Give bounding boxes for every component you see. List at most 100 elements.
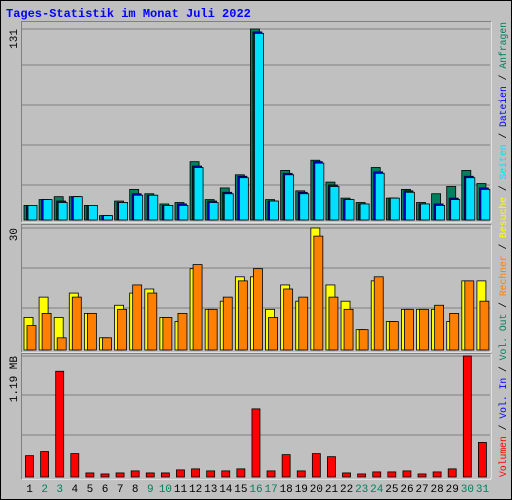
bar bbox=[26, 325, 37, 351]
bar bbox=[254, 32, 264, 221]
x-tick-label: 3 bbox=[56, 484, 63, 496]
y-tick-label: 1.19 MB bbox=[9, 356, 21, 403]
x-tick-label: 14 bbox=[219, 484, 233, 496]
bar bbox=[329, 186, 340, 221]
bar bbox=[296, 470, 306, 478]
bar bbox=[132, 284, 143, 351]
bar bbox=[56, 337, 67, 351]
bar bbox=[253, 268, 263, 351]
bar bbox=[447, 468, 457, 478]
bar bbox=[266, 470, 276, 478]
bar bbox=[25, 455, 34, 478]
bar bbox=[145, 472, 155, 478]
bar bbox=[87, 205, 98, 221]
x-tick-label: 1 bbox=[26, 484, 33, 496]
bar bbox=[449, 312, 460, 351]
bar bbox=[450, 199, 461, 221]
x-tick-label: 2 bbox=[41, 484, 48, 496]
bar bbox=[207, 308, 218, 351]
bar bbox=[328, 296, 339, 351]
x-tick-label: 5 bbox=[87, 484, 94, 496]
bar bbox=[236, 468, 246, 478]
bar bbox=[193, 167, 204, 221]
legend-separator: / bbox=[498, 185, 510, 191]
x-tick-label: 22 bbox=[340, 484, 353, 496]
y-tick-label: 30 bbox=[9, 228, 21, 241]
x-tick-label: 12 bbox=[189, 484, 202, 496]
x-tick-label: 24 bbox=[370, 484, 384, 496]
x-tick-label: 7 bbox=[117, 484, 124, 496]
x-tick-label: 29 bbox=[446, 484, 459, 496]
bar bbox=[478, 442, 487, 478]
bar bbox=[86, 312, 97, 351]
legend-entry: Vol. In bbox=[498, 378, 510, 419]
bar bbox=[251, 408, 261, 478]
x-tick-label: 18 bbox=[280, 484, 293, 496]
bar bbox=[342, 472, 351, 478]
bar bbox=[327, 456, 336, 478]
legend-separator: / bbox=[498, 424, 510, 430]
bar bbox=[102, 337, 112, 351]
bar bbox=[222, 296, 233, 351]
legend-entry: Vol. Out bbox=[498, 314, 510, 361]
bar bbox=[462, 355, 472, 478]
x-tick-label: 4 bbox=[72, 484, 79, 496]
bar bbox=[100, 473, 110, 478]
x-tick-label: 17 bbox=[264, 484, 277, 496]
bar bbox=[373, 276, 384, 351]
bar bbox=[115, 472, 125, 478]
x-tick-label: 27 bbox=[415, 484, 428, 496]
legend-separator: / bbox=[498, 366, 510, 372]
legend-separator: / bbox=[498, 133, 510, 139]
bar bbox=[192, 264, 203, 351]
x-tick-label: 10 bbox=[159, 484, 172, 496]
bar bbox=[206, 470, 216, 478]
bar bbox=[163, 205, 174, 221]
bar bbox=[374, 172, 385, 221]
bar bbox=[178, 205, 189, 221]
legend-entry: Seiten bbox=[498, 144, 510, 179]
legend-separator: / bbox=[498, 244, 510, 250]
x-tick-label: 31 bbox=[476, 484, 490, 496]
bar bbox=[387, 471, 397, 478]
legend-entry: Volumen bbox=[498, 436, 510, 477]
panel-bevel bbox=[22, 22, 492, 480]
bar bbox=[130, 470, 140, 478]
legend-entry: Anfragen bbox=[498, 22, 510, 69]
chart-title: Tages-Statistik im Monat Juli 2022 bbox=[6, 7, 251, 21]
bar bbox=[283, 288, 294, 351]
bar bbox=[71, 296, 82, 351]
bar bbox=[70, 453, 80, 478]
bar bbox=[160, 472, 170, 478]
bar bbox=[432, 471, 442, 478]
bar bbox=[133, 194, 144, 221]
bar bbox=[85, 472, 95, 478]
bar bbox=[237, 280, 248, 351]
bar bbox=[402, 470, 412, 478]
legend-entry: Dateien bbox=[498, 86, 510, 127]
bar bbox=[299, 193, 310, 221]
bar bbox=[281, 454, 291, 478]
legend-separator: / bbox=[498, 74, 510, 80]
bar bbox=[404, 308, 414, 351]
bar bbox=[405, 191, 415, 221]
bar bbox=[420, 203, 430, 221]
bar bbox=[117, 308, 127, 351]
legend-entry: Besuche bbox=[498, 197, 510, 238]
bar bbox=[41, 312, 52, 351]
bar bbox=[42, 199, 53, 221]
x-tick-label: 25 bbox=[385, 484, 398, 496]
legend: Volumen / Vol. In / Vol. Out / Rechner / Besuche… bbox=[498, 22, 510, 477]
bar bbox=[40, 451, 49, 478]
bar bbox=[118, 202, 128, 221]
legend-separator: / bbox=[498, 302, 510, 308]
x-tick-label: 30 bbox=[461, 484, 474, 496]
legend-entry: Rechner bbox=[498, 255, 510, 296]
bar bbox=[148, 194, 159, 221]
bar bbox=[57, 202, 68, 221]
bar bbox=[357, 473, 367, 478]
x-tick-label: 13 bbox=[204, 484, 217, 496]
bar bbox=[388, 321, 399, 351]
bar bbox=[269, 200, 279, 221]
